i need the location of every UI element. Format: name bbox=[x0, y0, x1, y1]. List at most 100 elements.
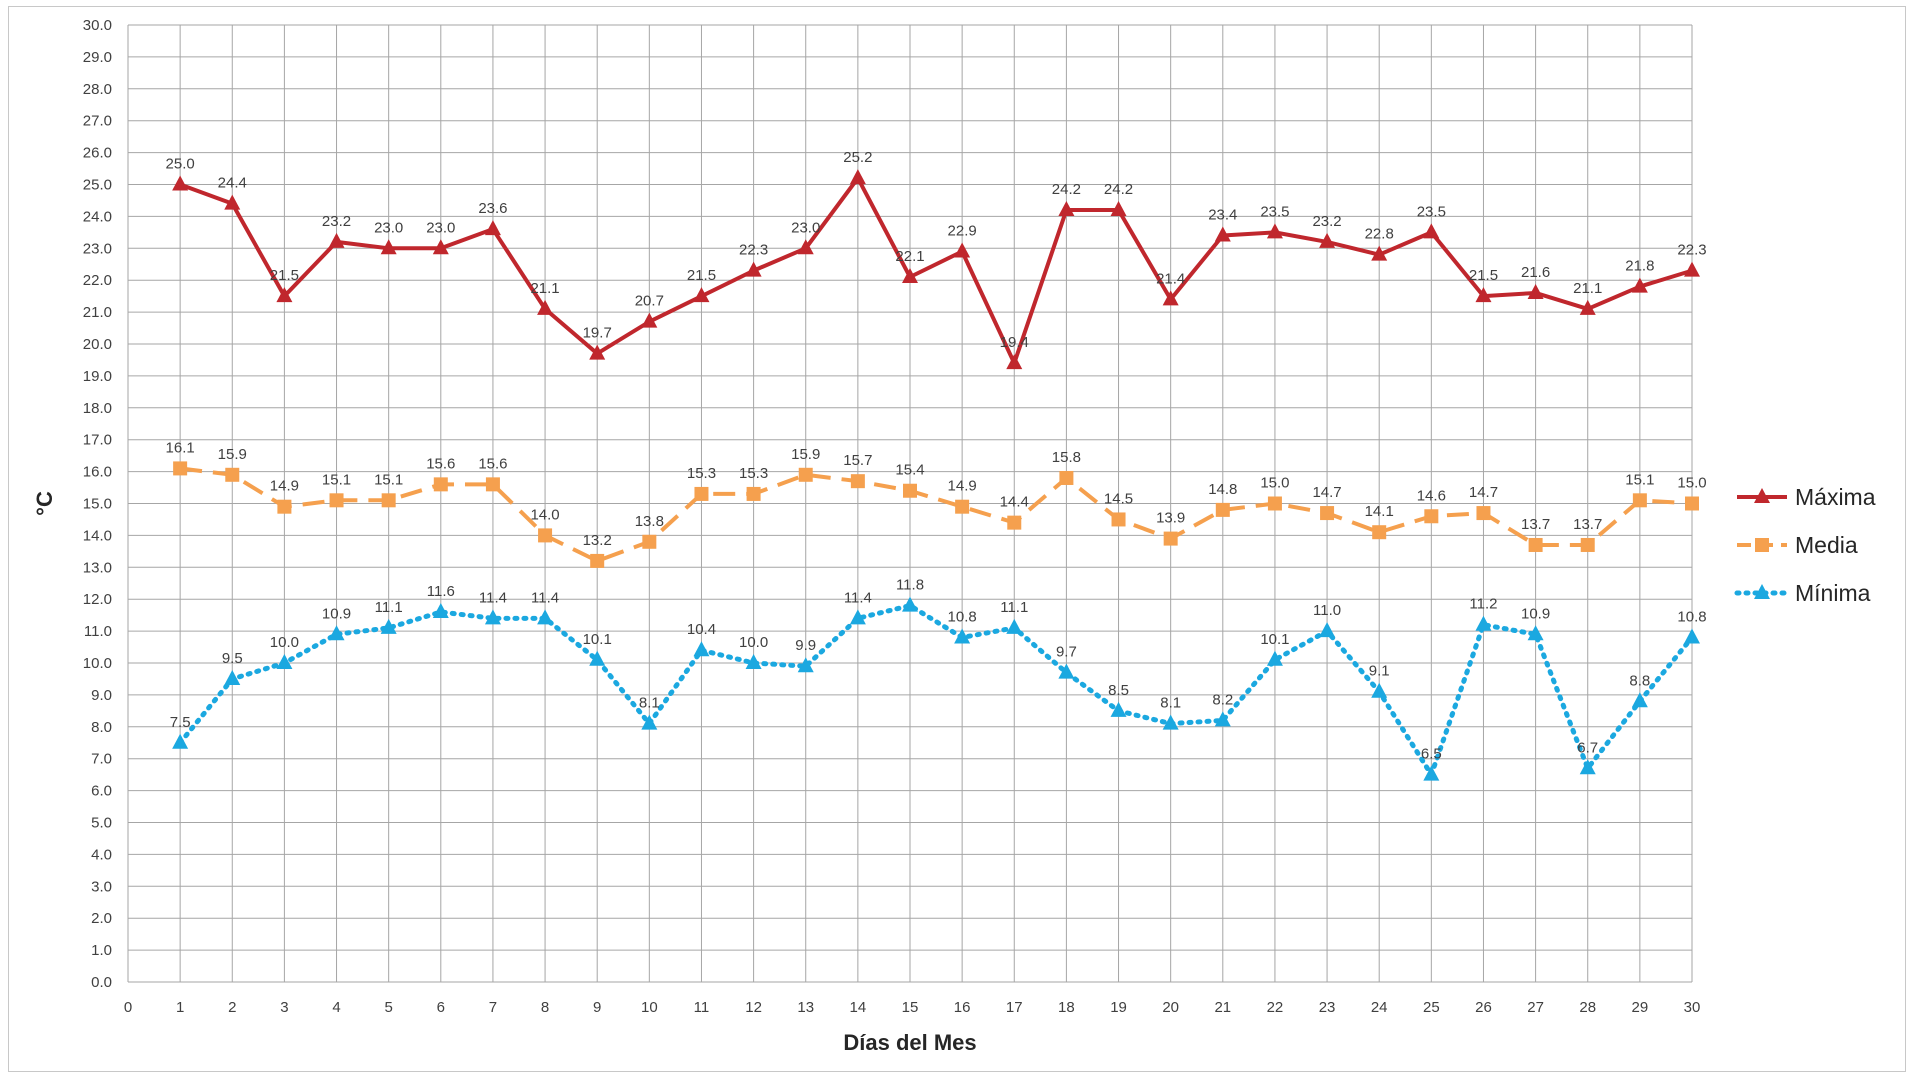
x-tick-label: 6 bbox=[437, 999, 445, 1016]
data-label-media: 15.6 bbox=[478, 455, 507, 472]
y-tick-label: 7.0 bbox=[91, 751, 112, 768]
y-tick-label: 8.0 bbox=[91, 719, 112, 736]
data-point-minima bbox=[1266, 650, 1283, 666]
data-point-media bbox=[277, 499, 292, 514]
data-point-maxima bbox=[1423, 223, 1440, 239]
y-tick-label: 1.0 bbox=[91, 942, 112, 959]
y-tick-label: 30.0 bbox=[83, 17, 112, 34]
legend: Máxima Media Mínima bbox=[1734, 484, 1876, 606]
data-label-maxima: 21.4 bbox=[1156, 270, 1185, 287]
data-point-maxima bbox=[849, 169, 866, 185]
data-point-maxima bbox=[380, 239, 397, 255]
data-label-media: 14.1 bbox=[1365, 503, 1394, 520]
data-point-media bbox=[433, 477, 448, 492]
data-point-media bbox=[903, 483, 917, 498]
series-line-maxima bbox=[179, 176, 1693, 366]
x-tick-label: 25 bbox=[1423, 999, 1440, 1016]
legend-swatch-marker bbox=[1754, 584, 1770, 599]
x-tick-label: 1 bbox=[176, 999, 184, 1016]
data-label-minima: 11.1 bbox=[1000, 599, 1028, 616]
data-label-media: 13.7 bbox=[1573, 516, 1602, 533]
data-label-minima: 9.9 bbox=[795, 637, 816, 654]
legend-label: Media bbox=[1795, 532, 1858, 558]
data-label-maxima: 25.2 bbox=[843, 149, 872, 166]
data-point-media bbox=[955, 499, 970, 514]
data-labels: 25.0 24.4 21.5 23.2 23.0 23.0 23.6 21.1 19.7 20.7… bbox=[166, 149, 1707, 763]
data-point-media bbox=[850, 474, 865, 489]
data-point-maxima bbox=[1162, 290, 1179, 306]
data-point-minima bbox=[432, 602, 449, 618]
x-tick-label: 8 bbox=[541, 999, 549, 1016]
y-tick-label: 27.0 bbox=[83, 113, 112, 130]
y-tick-label: 21.0 bbox=[83, 304, 112, 321]
legend-label: Máxima bbox=[1795, 484, 1876, 510]
data-point-media bbox=[1580, 537, 1595, 552]
data-label-media: 15.4 bbox=[895, 462, 924, 479]
x-axis-title: Días del Mes bbox=[843, 1030, 976, 1055]
data-point-minima bbox=[172, 733, 189, 749]
x-tick-label: 23 bbox=[1319, 999, 1336, 1016]
data-label-minima: 10.1 bbox=[1260, 631, 1289, 648]
data-point-minima bbox=[1684, 628, 1700, 644]
y-tick-label: 9.0 bbox=[91, 687, 112, 704]
data-label-maxima: 21.6 bbox=[1521, 264, 1550, 281]
data-point-media bbox=[1215, 502, 1230, 517]
data-label-minima: 7.5 bbox=[170, 714, 191, 731]
x-tick-label: 29 bbox=[1632, 999, 1649, 1016]
data-point-minima bbox=[1162, 714, 1179, 730]
x-tick-label: 21 bbox=[1214, 999, 1231, 1016]
data-label-media: 15.1 bbox=[374, 471, 403, 488]
data-label-media: 14.5 bbox=[1104, 490, 1133, 507]
x-tick-label: 2 bbox=[228, 999, 236, 1016]
data-label-minima: 11.4 bbox=[531, 589, 559, 606]
y-tick-label: 18.0 bbox=[83, 400, 112, 417]
data-point-media bbox=[225, 467, 240, 482]
y-tick-label: 29.0 bbox=[83, 49, 112, 66]
data-label-media: 14.9 bbox=[948, 478, 977, 495]
data-label-minima: 10.0 bbox=[270, 634, 299, 651]
data-point-minima bbox=[1527, 625, 1544, 641]
data-point-maxima bbox=[1371, 245, 1388, 261]
y-tick-label: 17.0 bbox=[83, 432, 112, 449]
data-label-media: 16.1 bbox=[166, 439, 195, 456]
data-label-minima: 11.2 bbox=[1469, 596, 1497, 613]
data-point-media bbox=[1476, 506, 1491, 521]
x-tick-label: 15 bbox=[902, 999, 919, 1016]
data-label-maxima: 23.2 bbox=[1312, 213, 1341, 230]
data-label-maxima: 21.1 bbox=[530, 280, 559, 297]
data-label-minima: 9.7 bbox=[1056, 644, 1077, 661]
data-label-maxima: 19.7 bbox=[583, 325, 612, 342]
data-label-media: 15.7 bbox=[843, 452, 872, 469]
y-tick-label: 6.0 bbox=[91, 783, 112, 800]
series-minima bbox=[172, 596, 1700, 781]
data-label-media: 15.3 bbox=[687, 465, 716, 482]
data-point-media bbox=[538, 528, 553, 543]
y-tick-label: 13.0 bbox=[83, 559, 112, 576]
data-point-minima bbox=[1631, 692, 1648, 708]
y-tick-label: 25.0 bbox=[83, 177, 112, 194]
legend-item-maxima: Máxima bbox=[1737, 484, 1876, 510]
series-line-minima bbox=[177, 603, 1695, 778]
data-point-maxima bbox=[1579, 299, 1596, 315]
y-tick-label: 15.0 bbox=[83, 496, 112, 513]
series-lines bbox=[172, 169, 1700, 781]
series-maxima bbox=[172, 169, 1700, 370]
x-tick-label: 16 bbox=[954, 999, 971, 1016]
y-tick-label: 26.0 bbox=[83, 145, 112, 162]
data-label-maxima: 22.1 bbox=[895, 248, 924, 265]
data-label-media: 14.7 bbox=[1469, 484, 1498, 501]
data-point-maxima bbox=[1631, 277, 1648, 293]
data-label-media: 14.0 bbox=[530, 506, 559, 523]
data-label-media: 15.9 bbox=[791, 446, 820, 463]
data-label-minima: 6.7 bbox=[1577, 739, 1598, 756]
data-label-maxima: 23.6 bbox=[478, 200, 507, 217]
data-label-media: 15.1 bbox=[1625, 471, 1654, 488]
data-label-media: 13.9 bbox=[1156, 510, 1185, 527]
data-label-minima: 8.1 bbox=[1160, 695, 1181, 712]
data-point-maxima bbox=[745, 261, 762, 277]
data-label-maxima: 24.2 bbox=[1104, 181, 1133, 198]
data-label-maxima: 21.8 bbox=[1625, 258, 1654, 275]
data-point-minima bbox=[1371, 682, 1388, 698]
x-tick-label: 9 bbox=[593, 999, 601, 1016]
data-point-minima bbox=[745, 654, 762, 669]
